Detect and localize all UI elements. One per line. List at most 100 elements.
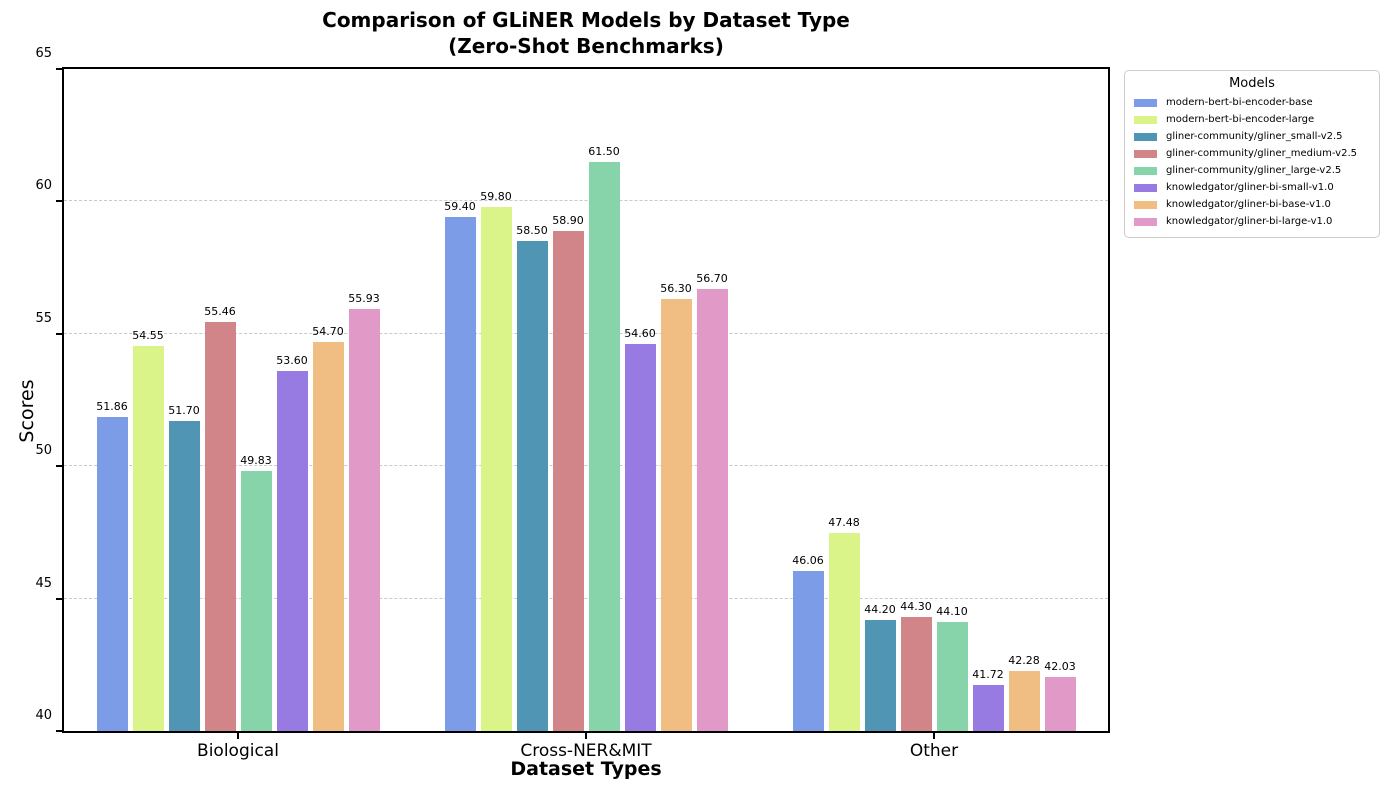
bar-knowledgator/gliner-bi-base-v1.0-Other: 42.28 (1008, 654, 1040, 731)
y-tick-label-55: 55 (35, 310, 52, 326)
bar-value-label: 54.55 (132, 328, 164, 342)
y-tick-label-40: 40 (35, 708, 52, 723)
y-axis-label: Scores (16, 379, 38, 443)
bar-knowledgator/gliner-bi-small-v1.0-Biological: 53.60 (276, 354, 308, 731)
x-tick-label-Biological: Biological (197, 741, 279, 761)
bar-value-label: 44.10 (936, 605, 968, 619)
legend: Models modern-bert-bi-encoder-base modern… (1124, 70, 1380, 238)
legend-swatch-icon (1134, 166, 1157, 175)
bar-knowledgator/gliner-bi-large-v1.0-Other: 42.03 (1044, 660, 1076, 731)
bar-value-label: 59.80 (480, 189, 512, 203)
bar-value-label: 51.86 (96, 399, 128, 413)
bar-modern-bert-bi-encoder-large-Biological: 54.55 (132, 329, 164, 731)
bar-value-label: 53.60 (276, 353, 308, 367)
bar-group-Biological: 51.86 54.55 51.70 55.46 49.83 53.60 54.70 55.93 (64, 69, 412, 731)
bar-gliner-community/gliner_small-v2.5-Cross-NER&MIT: 58.50 (516, 224, 548, 731)
x-tick-mark-Other (933, 733, 935, 739)
bar-modern-bert-bi-encoder-base-Cross-NER&MIT: 59.40 (444, 200, 476, 731)
legend-items: modern-bert-bi-encoder-base modern-bert-b… (1134, 94, 1370, 230)
bar-value-label: 58.90 (552, 213, 584, 227)
y-tick-label-45: 45 (35, 575, 52, 591)
legend-item-label: knowledgator/gliner-bi-small-v1.0 (1166, 182, 1334, 193)
x-tick-label-Other: Other (909, 741, 959, 761)
bar-gliner-community/gliner_medium-v2.5-Other: 44.30 (900, 600, 932, 731)
legend-item-knowledgator/gliner-bi-small-v1.0: knowledgator/gliner-bi-small-v1.0 (1134, 179, 1370, 196)
y-tick-label-60: 60 (35, 178, 52, 194)
legend-item-gliner-community/gliner_small-v2.5: gliner-community/gliner_small-v2.5 (1134, 128, 1370, 145)
bar-modern-bert-bi-encoder-large-Other: 47.48 (828, 516, 860, 731)
x-tick-mark-Biological (237, 733, 239, 739)
gridline-45 (64, 597, 1108, 599)
bar-value-label: 54.70 (312, 324, 344, 338)
gridline-55 (64, 332, 1108, 334)
bar-knowledgator/gliner-bi-large-v1.0-Cross-NER&MIT: 56.70 (696, 272, 728, 731)
legend-item-gliner-community/gliner_large-v2.5: gliner-community/gliner_large-v2.5 (1134, 162, 1370, 179)
bar-knowledgator/gliner-bi-base-v1.0-Cross-NER&MIT: 56.30 (660, 282, 692, 731)
bar-value-label: 54.60 (624, 327, 656, 341)
legend-swatch-icon (1134, 115, 1157, 124)
y-tick-mark-50 (56, 465, 62, 468)
legend-item-knowledgator/gliner-bi-base-v1.0: knowledgator/gliner-bi-base-v1.0 (1134, 196, 1370, 213)
bar-value-label: 44.20 (864, 602, 896, 616)
plot-area: 40 45 50 55 60 65 51.86 54.55 51.70 55.46 49.83 53.… (35, 46, 1110, 761)
bar-value-label: 49.83 (240, 453, 272, 467)
legend-title: Models (1229, 76, 1275, 91)
legend-swatch-icon (1134, 217, 1157, 226)
bar-value-label: 58.50 (516, 224, 548, 238)
y-tick-label-65: 65 (35, 46, 52, 61)
legend-item-gliner-community/gliner_medium-v2.5: gliner-community/gliner_medium-v2.5 (1134, 145, 1370, 162)
chart-title-line1: Comparison of GLiNER Models by Dataset T… (322, 8, 850, 32)
bar-gliner-community/gliner_large-v2.5-Biological: 49.83 (240, 454, 272, 731)
x-axis-label: Dataset Types (510, 758, 662, 780)
bar-value-label: 46.06 (792, 553, 824, 567)
legend-item-label: gliner-community/gliner_medium-v2.5 (1166, 148, 1358, 159)
bar-value-label: 56.30 (660, 282, 692, 296)
bar-value-label: 47.48 (828, 515, 860, 529)
bar-knowledgator/gliner-bi-large-v1.0-Biological: 55.93 (348, 292, 380, 731)
bar-modern-bert-bi-encoder-base-Biological: 51.86 (96, 400, 128, 731)
bar-modern-bert-bi-encoder-base-Other: 46.06 (792, 554, 824, 731)
x-tick-label-Cross-NER&MIT: Cross-NER&MIT (520, 741, 652, 761)
legend-swatch-icon (1134, 98, 1157, 107)
bar-group-Cross-NER&MIT: 59.40 59.80 58.50 58.90 61.50 54.60 56.30 56.70 (412, 69, 760, 731)
legend-item-modern-bert-bi-encoder-base: modern-bert-bi-encoder-base (1134, 94, 1370, 111)
legend-swatch-icon (1134, 149, 1157, 158)
bar-value-label: 61.50 (588, 144, 620, 158)
legend-item-label: knowledgator/gliner-bi-base-v1.0 (1166, 199, 1331, 210)
bar-gliner-community/gliner_medium-v2.5-Biological: 55.46 (204, 305, 236, 731)
bar-value-label: 42.28 (1008, 653, 1040, 667)
chart-title: Comparison of GLiNER Models by Dataset T… (62, 7, 1110, 59)
x-tick-mark-Cross-NER&MIT (585, 733, 587, 739)
bar-value-label: 41.72 (972, 668, 1004, 682)
bar-value-label: 51.70 (168, 404, 200, 418)
legend-item-label: gliner-community/gliner_small-v2.5 (1166, 131, 1343, 142)
chart-title-line2: (Zero-Shot Benchmarks) (448, 34, 724, 58)
y-tick-mark-65 (56, 68, 62, 70)
gridline-50 (64, 465, 1108, 467)
legend-item-label: knowledgator/gliner-bi-large-v1.0 (1166, 216, 1333, 227)
legend-swatch-icon (1134, 132, 1157, 141)
legend-item-label: modern-bert-bi-encoder-large (1166, 114, 1315, 125)
y-tick-mark-40 (56, 730, 62, 732)
y-tick-mark-60 (56, 200, 62, 203)
y-tick-mark-45 (56, 597, 62, 600)
y-tick-mark-55 (56, 332, 62, 335)
legend-item-modern-bert-bi-encoder-large: modern-bert-bi-encoder-large (1134, 111, 1370, 128)
bar-value-label: 55.46 (204, 304, 236, 318)
bar-gliner-community/gliner_small-v2.5-Biological: 51.70 (168, 404, 200, 731)
bar-value-label: 44.30 (900, 600, 932, 614)
legend-item-knowledgator/gliner-bi-large-v1.0: knowledgator/gliner-bi-large-v1.0 (1134, 213, 1370, 230)
bar-knowledgator/gliner-bi-small-v1.0-Other: 41.72 (972, 668, 1004, 731)
bar-gliner-community/gliner_small-v2.5-Other: 44.20 (864, 603, 896, 731)
legend-swatch-icon (1134, 200, 1157, 209)
legend-item-label: modern-bert-bi-encoder-base (1166, 97, 1313, 108)
bar-knowledgator/gliner-bi-small-v1.0-Cross-NER&MIT: 54.60 (624, 327, 656, 731)
legend-swatch-icon (1134, 183, 1157, 192)
bar-gliner-community/gliner_large-v2.5-Other: 44.10 (936, 605, 968, 731)
y-tick-label-50: 50 (35, 443, 52, 459)
bar-knowledgator/gliner-bi-base-v1.0-Biological: 54.70 (312, 325, 344, 731)
bar-value-label: 55.93 (348, 292, 380, 306)
bar-value-label: 59.40 (444, 200, 476, 214)
legend-item-label: gliner-community/gliner_large-v2.5 (1166, 165, 1342, 176)
